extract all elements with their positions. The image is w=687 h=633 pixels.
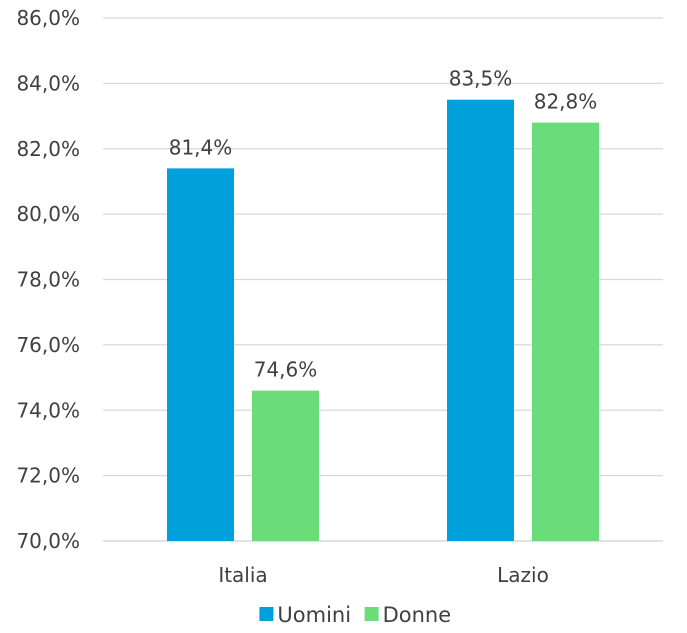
- y-tick-label: 84,0%: [16, 71, 80, 95]
- x-axis: Italia Lazio: [218, 563, 549, 587]
- legend-swatch-uomini: [259, 607, 274, 621]
- legend-label-uomini: Uomini: [277, 603, 351, 627]
- y-tick-label: 86,0%: [16, 6, 80, 30]
- data-label: 83,5%: [449, 67, 513, 91]
- y-tick-label: 70,0%: [16, 529, 80, 553]
- bar-donne-lazio: [532, 122, 599, 541]
- y-tick-label: 82,0%: [16, 137, 80, 161]
- bars: [167, 99, 599, 542]
- y-tick-label: 76,0%: [16, 333, 80, 357]
- y-tick-label: 80,0%: [16, 202, 80, 226]
- y-tick-label: 78,0%: [16, 268, 80, 292]
- data-labels: 81,4% 74,6% 83,5% 82,8%: [169, 67, 598, 382]
- y-tick-label: 74,0%: [16, 398, 80, 422]
- legend: Uomini Donne: [259, 603, 451, 627]
- bar-uomini-lazio: [447, 99, 514, 541]
- legend-label-donne: Donne: [383, 603, 452, 627]
- data-label: 82,8%: [534, 90, 598, 114]
- bar-uomini-italia: [167, 168, 234, 542]
- x-tick-label: Lazio: [497, 563, 549, 587]
- data-label: 81,4%: [169, 135, 233, 159]
- data-label: 74,6%: [254, 358, 318, 382]
- legend-swatch-donne: [364, 607, 379, 621]
- x-tick-label: Italia: [218, 563, 267, 587]
- y-tick-label: 72,0%: [16, 464, 80, 488]
- bar-donne-italia: [252, 390, 319, 541]
- y-axis: 70,0% 72,0% 74,0% 76,0% 78,0% 80,0% 82,0% 84,0%…: [16, 6, 80, 553]
